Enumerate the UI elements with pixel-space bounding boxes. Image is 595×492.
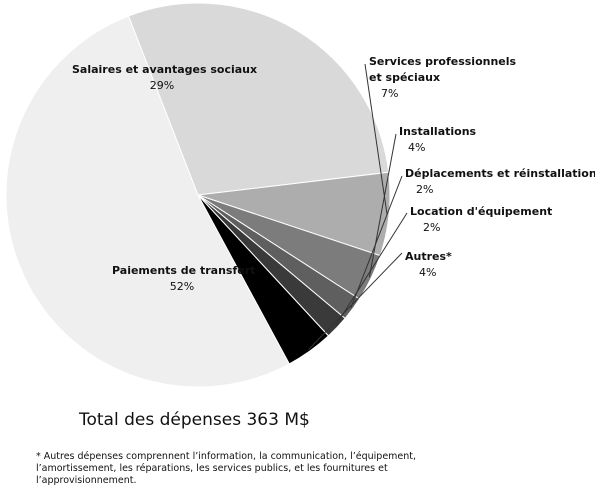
pie-slice-salaires — [127, 2, 390, 196]
pie-slice-transfert — [5, 15, 290, 388]
leader-line-services — [364, 63, 388, 215]
label-salaires-text: Salaires et avantages sociaux — [72, 63, 258, 76]
slice-label-salaires: Salaires et avantages sociaux 29% — [72, 62, 258, 94]
pie-chart — [5, 2, 408, 388]
label-installations-text: Installations — [399, 125, 477, 138]
slice-label-location: Location d'équipement 2% — [410, 204, 552, 236]
label-location-text: Location d'équipement — [410, 205, 553, 218]
pie-slices — [5, 2, 391, 388]
label-transfert-text: Paiements de transfert — [112, 264, 256, 277]
total-expenses: Total des dépenses 363 M$ — [79, 410, 310, 430]
leader-line-deplacements — [350, 175, 403, 308]
label-autres-pct: 4% — [419, 266, 437, 279]
leader-line-installations — [368, 133, 397, 278]
label-salaires-pct: 29% — [149, 79, 175, 92]
label-autres-text: Autres* — [405, 250, 452, 263]
leader-line-location — [335, 212, 408, 327]
label-location-pct: 2% — [423, 221, 441, 234]
label-services-text: Services professionnels et spéciaux — [369, 55, 517, 84]
label-installations-pct: 4% — [408, 141, 426, 154]
slice-label-deplacements: Déplacements et réinstallations 2% — [405, 166, 595, 198]
label-transfert-pct: 52% — [169, 280, 195, 293]
slice-label-services: Services professionnels et spéciaux 7% — [369, 54, 519, 102]
leader-line-autres — [308, 252, 403, 350]
label-deplacements-pct: 2% — [416, 183, 434, 196]
slice-label-installations: Installations 4% — [399, 124, 476, 156]
label-deplacements-text: Déplacements et réinstallations — [405, 167, 595, 180]
leader-lines — [308, 63, 408, 350]
pie-slice-autres — [197, 194, 330, 365]
label-services-pct: 7% — [381, 87, 399, 100]
slice-label-autres: Autres* 4% — [405, 249, 452, 281]
footnote: * Autres dépenses comprennent l’informat… — [36, 451, 417, 486]
slice-label-transfert: Paiements de transfert 52% — [112, 263, 256, 295]
